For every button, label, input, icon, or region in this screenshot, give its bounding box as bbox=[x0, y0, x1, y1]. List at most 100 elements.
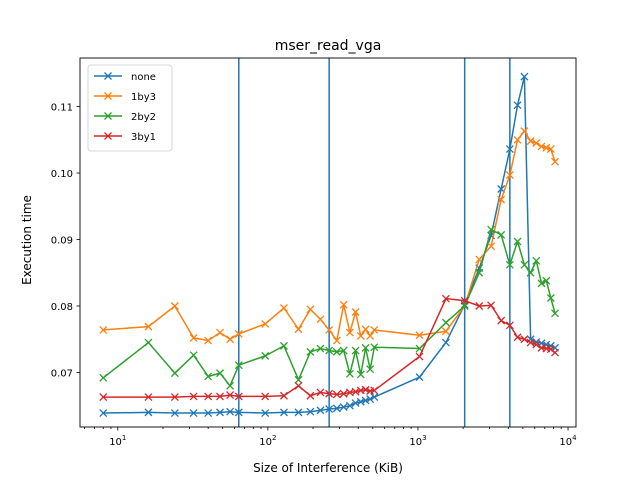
data-point bbox=[505, 260, 514, 269]
data-point bbox=[325, 346, 334, 355]
data-point bbox=[189, 351, 198, 360]
data-point bbox=[513, 333, 522, 342]
data-point bbox=[366, 365, 375, 374]
data-point bbox=[99, 409, 108, 417]
data-point bbox=[261, 319, 270, 328]
data-point bbox=[356, 397, 365, 406]
data-point bbox=[325, 405, 334, 414]
data-point bbox=[505, 171, 514, 179]
data-point bbox=[345, 328, 354, 337]
data-point bbox=[234, 408, 243, 417]
data-point bbox=[441, 338, 450, 347]
data-point bbox=[332, 390, 341, 399]
data-point bbox=[546, 145, 555, 154]
series-2by2 bbox=[99, 225, 559, 390]
data-point bbox=[261, 409, 270, 417]
data-point bbox=[532, 340, 541, 349]
data-point bbox=[189, 333, 198, 342]
data-point bbox=[226, 381, 235, 390]
x-tick-label: 102 bbox=[259, 434, 276, 448]
data-point bbox=[316, 388, 325, 397]
data-point bbox=[497, 316, 506, 325]
data-point bbox=[475, 302, 484, 310]
data-point bbox=[532, 256, 541, 265]
data-point bbox=[513, 135, 522, 144]
data-point bbox=[370, 343, 379, 352]
data-point bbox=[204, 372, 213, 381]
data-point bbox=[356, 331, 365, 340]
data-point bbox=[497, 230, 506, 239]
x-tick-label: 104 bbox=[559, 434, 577, 448]
data-point bbox=[361, 343, 370, 352]
data-point bbox=[441, 294, 450, 303]
data-point bbox=[520, 335, 529, 344]
y-tick-label: 0.11 bbox=[51, 103, 73, 114]
data-point bbox=[370, 393, 379, 402]
legend-marker bbox=[104, 72, 112, 80]
data-point bbox=[551, 309, 559, 318]
x-tick-label: 103 bbox=[409, 434, 426, 448]
data-point bbox=[537, 279, 546, 288]
y-tick-label: 0.07 bbox=[51, 368, 73, 379]
data-point bbox=[361, 385, 370, 394]
data-point bbox=[520, 260, 529, 269]
y-tick-label: 0.08 bbox=[51, 302, 73, 313]
data-point bbox=[216, 328, 224, 337]
data-point bbox=[366, 331, 375, 340]
data-point bbox=[216, 369, 224, 378]
data-point bbox=[361, 396, 370, 405]
data-point bbox=[546, 294, 555, 302]
legend-marker bbox=[104, 112, 112, 120]
data-point bbox=[306, 391, 315, 400]
data-point bbox=[551, 348, 559, 357]
data-point bbox=[361, 325, 370, 334]
data-point bbox=[204, 392, 213, 401]
data-point bbox=[339, 346, 348, 355]
data-point bbox=[144, 393, 153, 402]
data-point bbox=[505, 145, 514, 154]
data-point bbox=[526, 338, 535, 347]
data-point bbox=[280, 408, 288, 417]
y-tick-label: 0.10 bbox=[51, 169, 73, 180]
data-point bbox=[370, 386, 379, 395]
data-point bbox=[280, 304, 288, 312]
data-point bbox=[316, 406, 325, 415]
data-point bbox=[294, 381, 303, 390]
data-point bbox=[537, 142, 546, 151]
data-point bbox=[487, 301, 496, 310]
data-point bbox=[216, 392, 224, 401]
data-point bbox=[261, 351, 270, 360]
data-point bbox=[551, 157, 559, 166]
data-point bbox=[339, 300, 348, 309]
x-tick-label: 101 bbox=[109, 434, 126, 448]
data-point bbox=[170, 369, 179, 378]
data-point bbox=[505, 321, 514, 330]
series-none bbox=[99, 72, 559, 417]
data-point bbox=[316, 315, 325, 324]
data-point bbox=[325, 389, 334, 398]
data-point bbox=[306, 347, 315, 356]
legend-label: 3by1 bbox=[131, 132, 156, 143]
data-point bbox=[415, 331, 424, 340]
data-point bbox=[370, 325, 379, 334]
legend-label: 2by2 bbox=[131, 112, 156, 123]
data-point bbox=[542, 143, 551, 152]
data-point bbox=[294, 408, 303, 417]
data-point bbox=[526, 268, 535, 277]
legend-marker bbox=[104, 92, 112, 100]
data-point bbox=[475, 268, 484, 277]
legend-label: none bbox=[131, 72, 156, 83]
data-point bbox=[204, 336, 213, 345]
data-point bbox=[339, 389, 348, 398]
data-point bbox=[170, 302, 179, 310]
data-point bbox=[332, 347, 341, 356]
data-point bbox=[144, 338, 153, 347]
data-point bbox=[280, 341, 288, 350]
data-point bbox=[144, 322, 153, 331]
data-point bbox=[513, 237, 522, 246]
legend-marker bbox=[104, 132, 112, 140]
legend: none 1by3 2by2 3by1 bbox=[87, 64, 173, 152]
series-1by3 bbox=[99, 127, 559, 345]
data-point bbox=[356, 370, 365, 379]
data-point bbox=[366, 395, 375, 404]
